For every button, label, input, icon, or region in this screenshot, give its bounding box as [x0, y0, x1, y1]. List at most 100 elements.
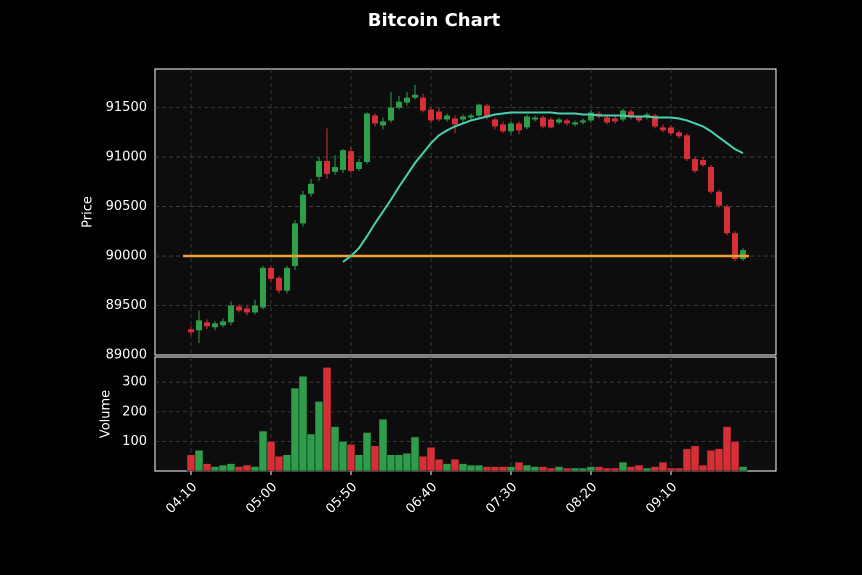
candle-body — [196, 320, 202, 331]
candle-body — [580, 120, 586, 123]
volume-bar — [634, 464, 644, 472]
candle-body — [260, 267, 266, 308]
volume-bar — [330, 426, 340, 472]
candle-body — [716, 191, 722, 206]
candle-body — [348, 151, 354, 171]
candle-body — [588, 112, 594, 121]
volume-bar — [346, 444, 356, 472]
volume-bar — [530, 466, 540, 472]
candle-body — [636, 117, 642, 121]
volume-bar — [474, 464, 484, 472]
candle-body — [444, 115, 450, 120]
candle-body — [268, 267, 274, 279]
volume-axis-label: Volume — [99, 390, 114, 438]
volume-bar — [282, 454, 292, 472]
candle-body — [684, 135, 690, 160]
candle-body — [660, 127, 666, 131]
volume-bar — [698, 464, 708, 472]
volume-bar — [594, 466, 604, 472]
volume-bar — [714, 448, 724, 472]
volume-bar — [706, 450, 716, 472]
candle-body — [476, 104, 482, 116]
x-tick-label: 08:20 — [563, 480, 600, 517]
x-tick-label: 04:10 — [163, 480, 200, 517]
volume-bar — [554, 466, 564, 472]
candle-body — [236, 306, 242, 311]
candle-body — [532, 117, 538, 120]
candle-body — [548, 119, 554, 128]
volume-bar — [274, 455, 284, 472]
candle-body — [356, 162, 362, 169]
volume-bar — [586, 466, 596, 472]
y-tick-label: 89000 — [106, 348, 147, 363]
volume-tick-label: 100 — [122, 434, 147, 449]
volume-bar — [314, 401, 324, 472]
volume-bar — [442, 463, 452, 472]
candle-body — [484, 105, 490, 118]
candle-body — [468, 115, 474, 118]
x-tick-label: 06:40 — [403, 480, 440, 517]
candle-body — [612, 118, 618, 122]
y-axis-label: Price — [81, 196, 96, 228]
volume-bar — [370, 445, 380, 472]
candle-body — [732, 233, 738, 260]
y-tick-label: 90500 — [106, 199, 147, 214]
volume-bar — [306, 433, 316, 472]
candle-body — [212, 323, 218, 328]
volume-bar — [226, 463, 236, 472]
candle-body — [300, 194, 306, 224]
candle-body — [604, 117, 610, 123]
volume-bar — [546, 467, 556, 472]
candle-body — [340, 150, 346, 170]
volume-bar — [626, 466, 636, 472]
y-tick-label: 89500 — [106, 298, 147, 313]
candle-body — [724, 206, 730, 234]
volume-bar — [674, 467, 684, 472]
volume-bar — [242, 464, 252, 472]
volume-bar — [466, 464, 476, 472]
volume-bar — [562, 467, 572, 472]
candle-body — [500, 124, 506, 132]
candle-body — [676, 132, 682, 137]
candle-body — [396, 101, 402, 108]
candle-body — [364, 113, 370, 163]
volume-bar — [410, 436, 420, 472]
candle-body — [556, 119, 562, 123]
volume-panel — [154, 356, 777, 472]
candle-body — [284, 267, 290, 291]
volume-bar — [498, 466, 508, 472]
candle-body — [508, 123, 514, 132]
volume-bar — [418, 455, 428, 472]
volume-bar — [434, 458, 444, 472]
candle-body — [380, 121, 386, 126]
candle-body — [292, 223, 298, 266]
candle-body — [188, 329, 194, 333]
candle-body — [316, 161, 322, 177]
candle-body — [628, 111, 634, 118]
candle-body — [740, 250, 746, 260]
volume-bar — [386, 454, 396, 472]
candle-body — [332, 166, 338, 172]
volume-bar — [610, 467, 620, 472]
volume-bar — [298, 375, 308, 472]
candle-body — [372, 115, 378, 124]
candle-body — [404, 97, 410, 103]
candle-body — [460, 116, 466, 120]
volume-bar — [218, 464, 228, 472]
volume-bar — [490, 466, 500, 472]
candle-body — [540, 117, 546, 127]
candle-body — [572, 122, 578, 125]
volume-bar — [322, 367, 332, 472]
volume-bar — [210, 466, 220, 472]
y-tick-label: 90000 — [106, 249, 147, 264]
x-tick-label: 05:00 — [243, 480, 280, 517]
candle-body — [516, 123, 522, 131]
volume-bar — [394, 454, 404, 472]
volume-bar — [642, 467, 652, 472]
candle-body — [204, 322, 210, 327]
volume-bar — [258, 430, 268, 472]
volume-bar — [570, 467, 580, 472]
volume-bar — [730, 441, 740, 472]
x-tick-label: 09:10 — [643, 480, 680, 517]
